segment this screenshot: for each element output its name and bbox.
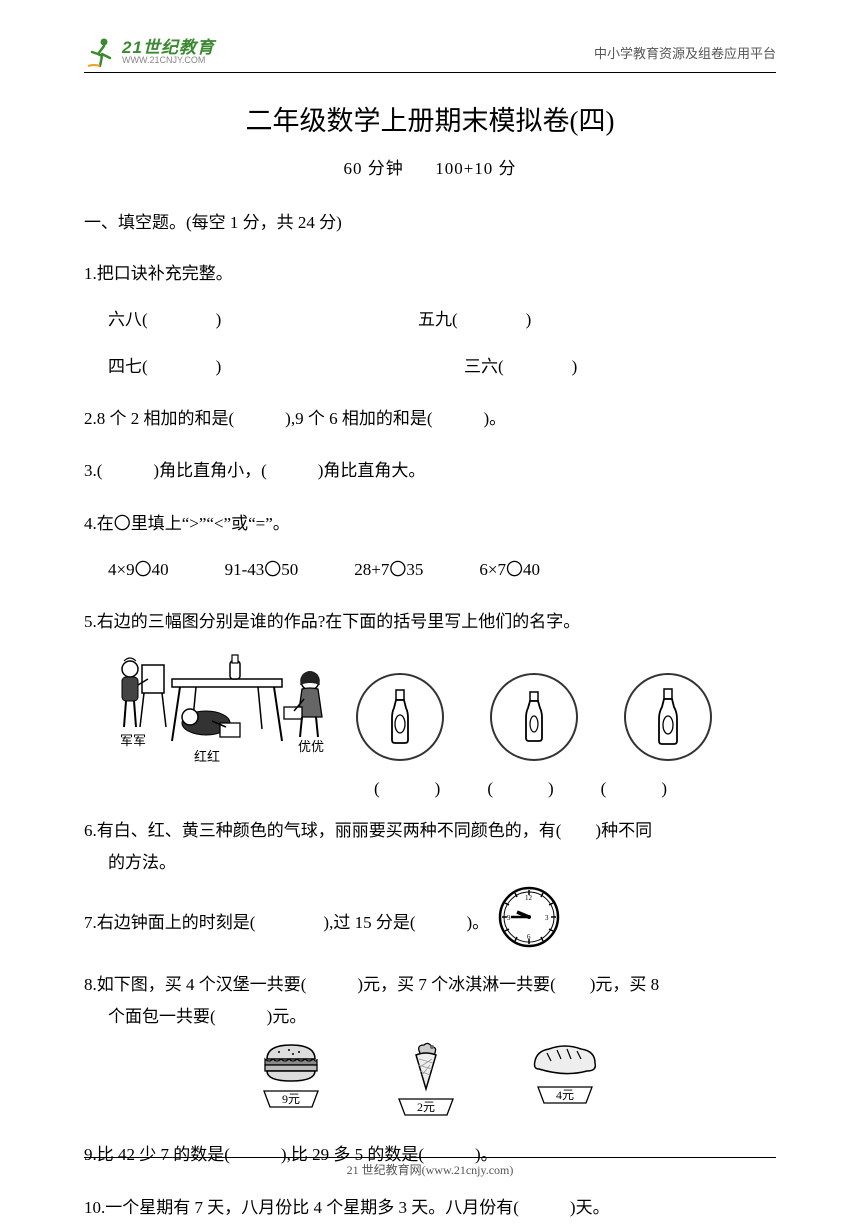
question-2: 2.8 个 2 相加的和是( ),9 个 6 相加的和是( )。 (84, 403, 776, 435)
price-tag-icon: 9元 (260, 1087, 322, 1111)
clock-icon: 12 3 6 9 (497, 885, 561, 949)
bottle-option-2 (490, 673, 610, 767)
bread-icon (529, 1041, 601, 1081)
page-subtitle: 60 分钟 100+10 分 (84, 154, 776, 179)
q4-expr-2: 91-43〇50 (225, 554, 299, 586)
price-icecream: 2元 (417, 1100, 435, 1114)
question-8: 8.如下图，买 4 个汉堡一共要( )元，买 7 个冰淇淋一共要( )元，买 8… (84, 969, 776, 1120)
logo-cn-text: 21世纪教育 (122, 39, 215, 56)
drawing-scene-icon: 军军 红红 优优 (102, 651, 342, 767)
logo-runner-icon (84, 36, 118, 68)
question-10: 10.一个星期有 7 天，八月份比 4 个星期多 3 天。八月份有( )天。 (84, 1192, 776, 1224)
q1-blank-3: 四七( ) (108, 351, 418, 383)
bottle-option-3 (624, 673, 744, 767)
q6-line1: 6.有白、红、黄三种颜色的气球，丽丽要买两种不同颜色的，有( )种不同 (84, 815, 776, 847)
icecream-icon (406, 1041, 446, 1093)
q4-expr-3: 28+7〇35 (354, 554, 423, 586)
q5-stem: 5.右边的三幅图分别是谁的作品?在下面的括号里写上他们的名字。 (84, 606, 776, 638)
header-rule (84, 72, 776, 73)
bottle-icon (654, 687, 682, 747)
footer-rule (84, 1157, 776, 1158)
question-3: 3.( )角比直角小，( )角比直角大。 (84, 455, 776, 487)
question-4: 4.在〇里填上“>”“<”或“=”。 4×9〇40 91-43〇50 28+7〇… (84, 508, 776, 587)
price-tag-icon: 4元 (534, 1083, 596, 1107)
q5-blank-2: ( ) (487, 773, 554, 805)
q4-stem: 4.在〇里填上“>”“<”或“=”。 (84, 508, 776, 540)
q1-stem: 1.把口诀补充完整。 (84, 258, 776, 290)
q1-blank-1: 六八( ) (108, 304, 418, 336)
svg-text:红红: 红红 (194, 749, 220, 764)
q6-line2: 的方法。 (84, 847, 776, 879)
q8-line2: 个面包一共要( )元。 (84, 1001, 776, 1033)
question-6: 6.有白、红、黄三种颜色的气球，丽丽要买两种不同颜色的，有( )种不同 的方法。 (84, 815, 776, 880)
q4-expr-4: 6×7〇40 (479, 554, 540, 586)
q8-line1: 8.如下图，买 4 个汉堡一共要( )元，买 7 个冰淇淋一共要( )元，买 8 (84, 969, 776, 1001)
price-hamburger: 9元 (282, 1092, 300, 1106)
svg-text:优优: 优优 (298, 739, 324, 754)
svg-text:9: 9 (507, 914, 511, 922)
question-7: 7.右边钟面上的时刻是( ),过 15 分是( )。 12 3 6 9 (84, 885, 776, 960)
price-bread: 4元 (556, 1088, 574, 1102)
svg-text:6: 6 (527, 933, 531, 941)
q5-figure: 军军 红红 优优 (84, 651, 776, 767)
hamburger-icon (259, 1041, 323, 1085)
page-header: 21世纪教育 WWW.21CNJY.COM 中小学教育资源及组卷应用平台 (84, 36, 776, 68)
svg-text:3: 3 (545, 914, 549, 922)
q4-expr-1: 4×9〇40 (108, 554, 169, 586)
logo: 21世纪教育 WWW.21CNJY.COM (84, 36, 215, 68)
q7-text: 7.右边钟面上的时刻是( ),过 15 分是( )。 (84, 907, 489, 939)
time-limit: 60 分钟 (343, 159, 403, 178)
svg-text:12: 12 (525, 894, 533, 902)
logo-url-text: WWW.21CNJY.COM (122, 56, 215, 65)
q5-blank-3: ( ) (601, 773, 668, 805)
bottle-option-1 (356, 673, 476, 767)
price-tag-icon: 2元 (395, 1095, 457, 1119)
svg-text:军军: 军军 (120, 733, 146, 748)
q5-blank-1: ( ) (374, 773, 441, 805)
footer-text: 21 世纪教育网(www.21cnjy.com) (0, 1161, 860, 1178)
page-title: 二年级数学上册期末模拟卷(四) (84, 99, 776, 138)
q1-blank-2: 五九( ) (418, 304, 776, 336)
section-1-heading: 一、填空题。(每空 1 分，共 24 分) (84, 209, 776, 236)
question-5: 5.右边的三幅图分别是谁的作品?在下面的括号里写上他们的名字。 (84, 606, 776, 805)
score-limit: 100+10 分 (435, 159, 516, 178)
header-right-text: 中小学教育资源及组卷应用平台 (594, 43, 776, 62)
bottle-icon (522, 690, 546, 744)
bottle-icon (387, 688, 413, 746)
q8-figure: 9元 2元 (84, 1041, 776, 1119)
q1-blank-4: 三六( ) (418, 351, 776, 383)
question-1: 1.把口诀补充完整。 六八( ) 五九( ) 四七( ) 三六( ) (84, 258, 776, 383)
